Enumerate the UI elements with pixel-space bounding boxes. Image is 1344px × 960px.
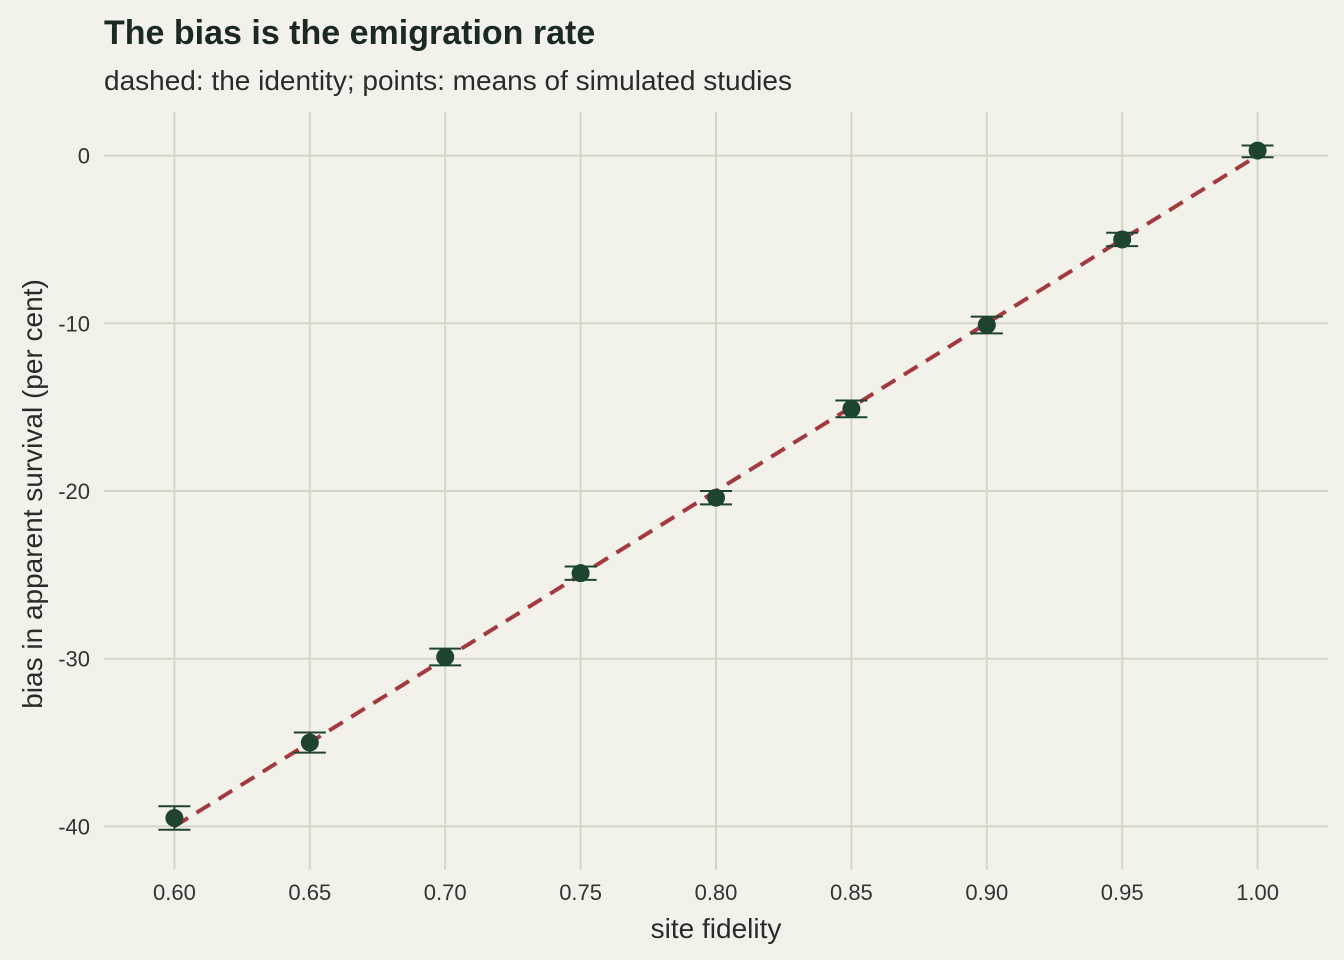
x-tick-label: 0.85: [830, 880, 873, 905]
data-point: [977, 315, 996, 334]
data-point: [842, 399, 861, 418]
y-tick-label: -20: [58, 479, 90, 504]
y-tick-label: -10: [58, 311, 90, 336]
data-point-group: [293, 731, 326, 754]
points-layer: [158, 141, 1274, 831]
data-point: [436, 648, 455, 667]
x-tick-labels: 0.60 0.65 0.70 0.75 0.80 0.85 0.90 0.95 1.00: [153, 880, 1279, 905]
data-point-group: [970, 315, 1003, 335]
data-point: [1113, 230, 1132, 249]
y-tick-label: -40: [58, 814, 90, 839]
data-point: [1248, 141, 1267, 160]
gridlines: [104, 112, 1328, 870]
data-point-group: [835, 399, 868, 419]
data-point: [165, 809, 184, 828]
data-point: [707, 488, 725, 507]
x-axis-title: site fidelity: [651, 913, 782, 944]
chart-subtitle: dashed: the identity; points: means of s…: [104, 65, 792, 96]
chart-title: The bias is the emigration rate: [104, 14, 595, 52]
x-tick-label: 0.80: [695, 880, 738, 905]
x-tick-label: 0.95: [1101, 880, 1144, 905]
data-point-group: [158, 805, 191, 831]
data-point-group: [564, 564, 597, 583]
x-tick-label: 0.70: [424, 880, 467, 905]
y-axis-title: bias in apparent survival (per cent): [17, 279, 48, 709]
x-tick-label: 0.60: [153, 880, 196, 905]
data-point: [300, 733, 319, 752]
data-point-group: [1241, 141, 1274, 160]
data-point-group: [1106, 230, 1139, 249]
x-tick-label: 0.75: [559, 880, 602, 905]
x-tick-label: 0.90: [965, 880, 1008, 905]
y-tick-label: 0: [78, 144, 90, 169]
data-point-group: [429, 647, 462, 667]
y-tick-labels: 0 -10 -20 -30 -40: [58, 144, 90, 840]
x-tick-label: 1.00: [1236, 880, 1279, 905]
x-tick-label: 0.65: [288, 880, 331, 905]
data-point-group: [700, 488, 732, 507]
data-point: [571, 564, 590, 583]
y-tick-label: -30: [58, 647, 90, 672]
